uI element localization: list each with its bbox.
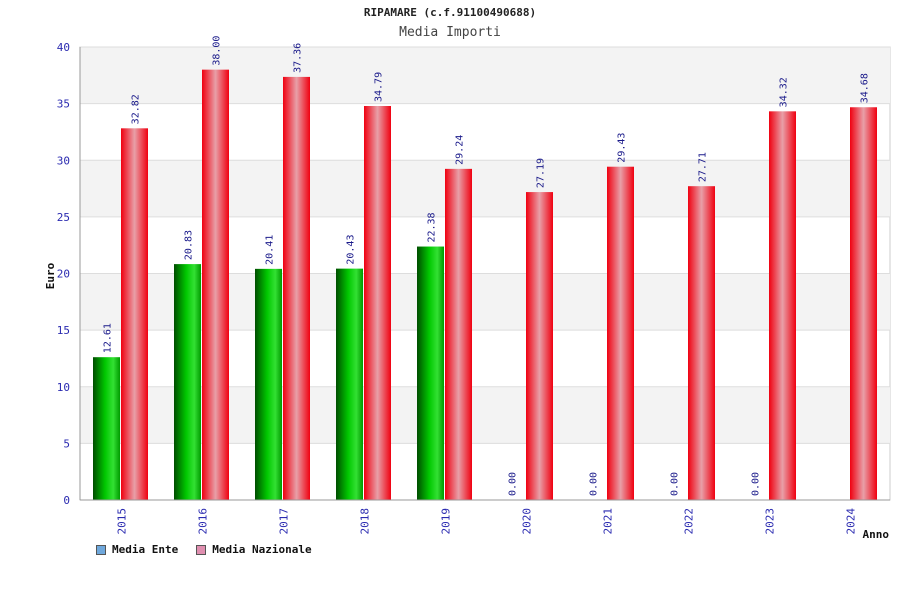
bar-media-ente xyxy=(174,264,201,500)
x-tick-label: 2022 xyxy=(683,508,696,535)
y-tick-label: 25 xyxy=(57,211,70,224)
bar-media-nazionale xyxy=(445,168,472,500)
bar-media-ente xyxy=(93,357,120,500)
x-axis-title: Anno xyxy=(863,528,890,541)
bar-media-nazionale xyxy=(202,69,229,501)
bar-media-nazionale xyxy=(769,111,796,501)
data-label-media-ente: 20.83 xyxy=(184,230,195,260)
data-label-media-nazionale: 34.79 xyxy=(374,72,385,102)
bar-media-nazionale xyxy=(526,192,553,501)
data-label-media-nazionale: 34.68 xyxy=(860,73,871,103)
legend-label-nazionale: Media Nazionale xyxy=(212,543,312,556)
y-tick-label: 15 xyxy=(57,324,70,337)
data-label-media-ente: 0.00 xyxy=(670,472,681,496)
x-tick-label: 2023 xyxy=(764,508,777,535)
data-label-media-nazionale: 27.71 xyxy=(698,152,709,182)
grid-band xyxy=(80,160,890,217)
data-label-media-ente: 0.00 xyxy=(589,472,600,496)
data-label-media-nazionale: 29.24 xyxy=(455,135,466,165)
data-label-media-ente: 0.00 xyxy=(508,472,519,496)
x-tick-label: 2024 xyxy=(845,508,858,535)
y-tick-label: 5 xyxy=(63,437,70,450)
legend-swatch-nazionale xyxy=(196,544,207,555)
x-tick-label: 2020 xyxy=(521,508,534,535)
bar-media-ente xyxy=(255,268,282,500)
x-tick-label: 2019 xyxy=(440,508,453,535)
legend-item-ente: Media Ente xyxy=(96,543,178,556)
data-label-media-nazionale: 29.43 xyxy=(617,133,628,163)
x-tick-label: 2021 xyxy=(602,508,615,535)
bar-media-nazionale xyxy=(364,106,391,501)
data-label-media-ente: 22.38 xyxy=(427,212,438,242)
grid-band xyxy=(80,386,890,444)
y-tick-label: 30 xyxy=(57,154,70,167)
y-tick-label: 10 xyxy=(57,381,70,394)
data-label-media-nazionale: 34.32 xyxy=(779,77,790,107)
y-tick-label: 40 xyxy=(57,41,70,54)
data-label-media-ente: 20.41 xyxy=(265,235,276,265)
bar-media-nazionale xyxy=(283,76,310,500)
x-tick-label: 2016 xyxy=(197,508,210,535)
y-axis-title: Euro xyxy=(44,262,57,289)
data-label-media-nazionale: 38.00 xyxy=(212,36,223,66)
y-tick-label: 0 xyxy=(63,494,70,507)
bar-media-nazionale xyxy=(607,166,634,500)
bar-media-nazionale xyxy=(850,107,877,501)
y-tick-label: 35 xyxy=(57,98,70,111)
chart-legend: Media Ente Media Nazionale xyxy=(96,543,312,556)
chart-subtitle: Media Importi xyxy=(399,25,501,40)
legend-item-nazionale: Media Nazionale xyxy=(196,543,312,556)
data-label-media-ente: 12.61 xyxy=(103,323,114,353)
bar-media-ente xyxy=(336,268,363,500)
y-tick-label: 20 xyxy=(57,268,70,281)
bar-media-ente xyxy=(417,246,444,500)
legend-label-ente: Media Ente xyxy=(112,543,179,556)
bar-media-nazionale xyxy=(688,186,715,500)
grid-band xyxy=(80,273,890,331)
data-label-media-ente: 20.43 xyxy=(346,235,357,265)
x-tick-label: 2018 xyxy=(359,508,372,535)
grid-band xyxy=(80,47,890,104)
chart-title: RIPAMARE (c.f.91100490688) xyxy=(363,6,537,19)
legend-swatch-ente xyxy=(96,544,106,555)
data-label-media-ente: 0.00 xyxy=(751,472,762,496)
bar-media-nazionale xyxy=(121,128,148,500)
data-label-media-nazionale: 27.19 xyxy=(536,158,547,188)
data-label-media-nazionale: 32.82 xyxy=(131,94,142,124)
x-tick-label: 2015 xyxy=(116,508,129,535)
x-tick-label: 2017 xyxy=(278,508,291,535)
data-label-media-nazionale: 37.36 xyxy=(293,43,304,73)
